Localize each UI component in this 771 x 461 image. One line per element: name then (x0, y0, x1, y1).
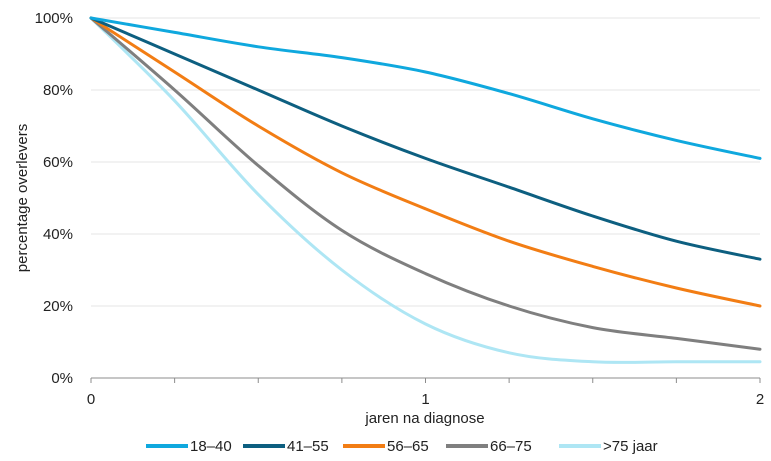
series-line (89, 16, 762, 364)
y-tick-label: 40% (43, 226, 73, 243)
series-line (89, 16, 762, 308)
series-line (89, 16, 762, 160)
y-tick-label: 0% (51, 370, 73, 387)
axes (90, 377, 761, 383)
y-tick-label: 20% (43, 298, 73, 315)
y-tick-label: 100% (35, 10, 73, 27)
legend-label: 66–75 (490, 438, 532, 455)
series-lines (89, 16, 762, 364)
legend: 18–40 41–55 56–65 66–75 >75 jaar (146, 438, 658, 455)
x-tick-label: 0 (87, 391, 95, 408)
legend-label: >75 jaar (603, 438, 658, 455)
x-tick-label: 2 (756, 391, 764, 408)
y-tick-label: 60% (43, 154, 73, 171)
series-line (89, 16, 762, 261)
legend-label: 56–65 (387, 438, 429, 455)
x-tick-label: 1 (421, 391, 429, 408)
y-tick-label: 80% (43, 82, 73, 99)
legend-label: 18–40 (190, 438, 232, 455)
series-line (89, 16, 762, 351)
legend-label: 41–55 (287, 438, 329, 455)
y-axis-title: percentage overlevers (14, 124, 31, 272)
x-axis-title: jaren na diagnose (364, 410, 484, 427)
tick-labels: 0% 20% 40% 60% 80% 100% 0 1 2 (35, 10, 765, 408)
